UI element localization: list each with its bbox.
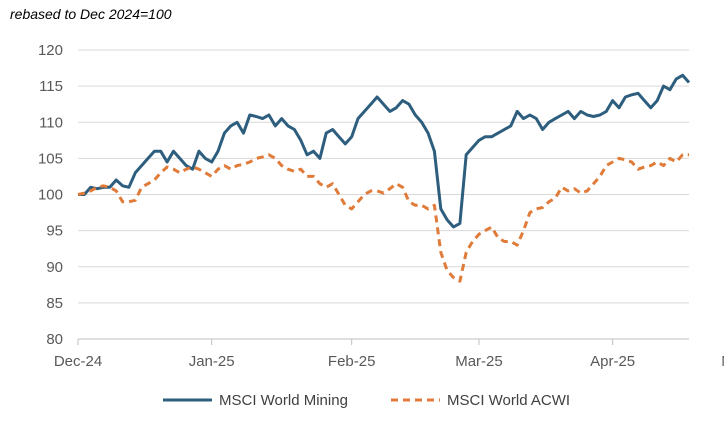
grid-lines [78, 49, 689, 304]
y-tick-label: 110 [39, 114, 63, 131]
y-tick-label: 100 [38, 187, 63, 204]
series-lines [77, 73, 691, 283]
y-tick-label: 80 [46, 331, 63, 348]
chart-subtitle: rebased to Dec 2024=100 [10, 6, 172, 22]
legend-label: MSCI World ACWI [447, 392, 570, 409]
y-tick-label: 120 [38, 42, 63, 59]
legend: MSCI World Mining MSCI World ACWI [163, 392, 570, 409]
x-tick-label: Apr-25 [590, 353, 635, 370]
x-axis: Dec-24 Jan-25 Feb-25 Mar-25 Apr-25 May-25 [54, 338, 724, 370]
x-tick-label: Jan-25 [189, 353, 235, 370]
y-tick-label: 90 [46, 259, 63, 276]
series-line-msci-world-mining [78, 73, 691, 229]
y-tick-label: 115 [39, 78, 63, 95]
x-tick-label: Dec-24 [54, 353, 102, 370]
x-tick-label: Feb-25 [328, 353, 376, 370]
legend-label: MSCI World Mining [219, 392, 348, 409]
x-tick-label: May-25 [721, 353, 724, 370]
y-tick-label: 95 [46, 223, 63, 240]
y-tick-label: 85 [46, 295, 63, 312]
y-axis-ticks: 80 85 90 95 100 105 110 115 120 [38, 42, 63, 348]
x-tick-label: Mar-25 [455, 353, 503, 370]
y-tick-label: 105 [38, 150, 63, 167]
series-line-msci-world-acwi [77, 153, 689, 283]
